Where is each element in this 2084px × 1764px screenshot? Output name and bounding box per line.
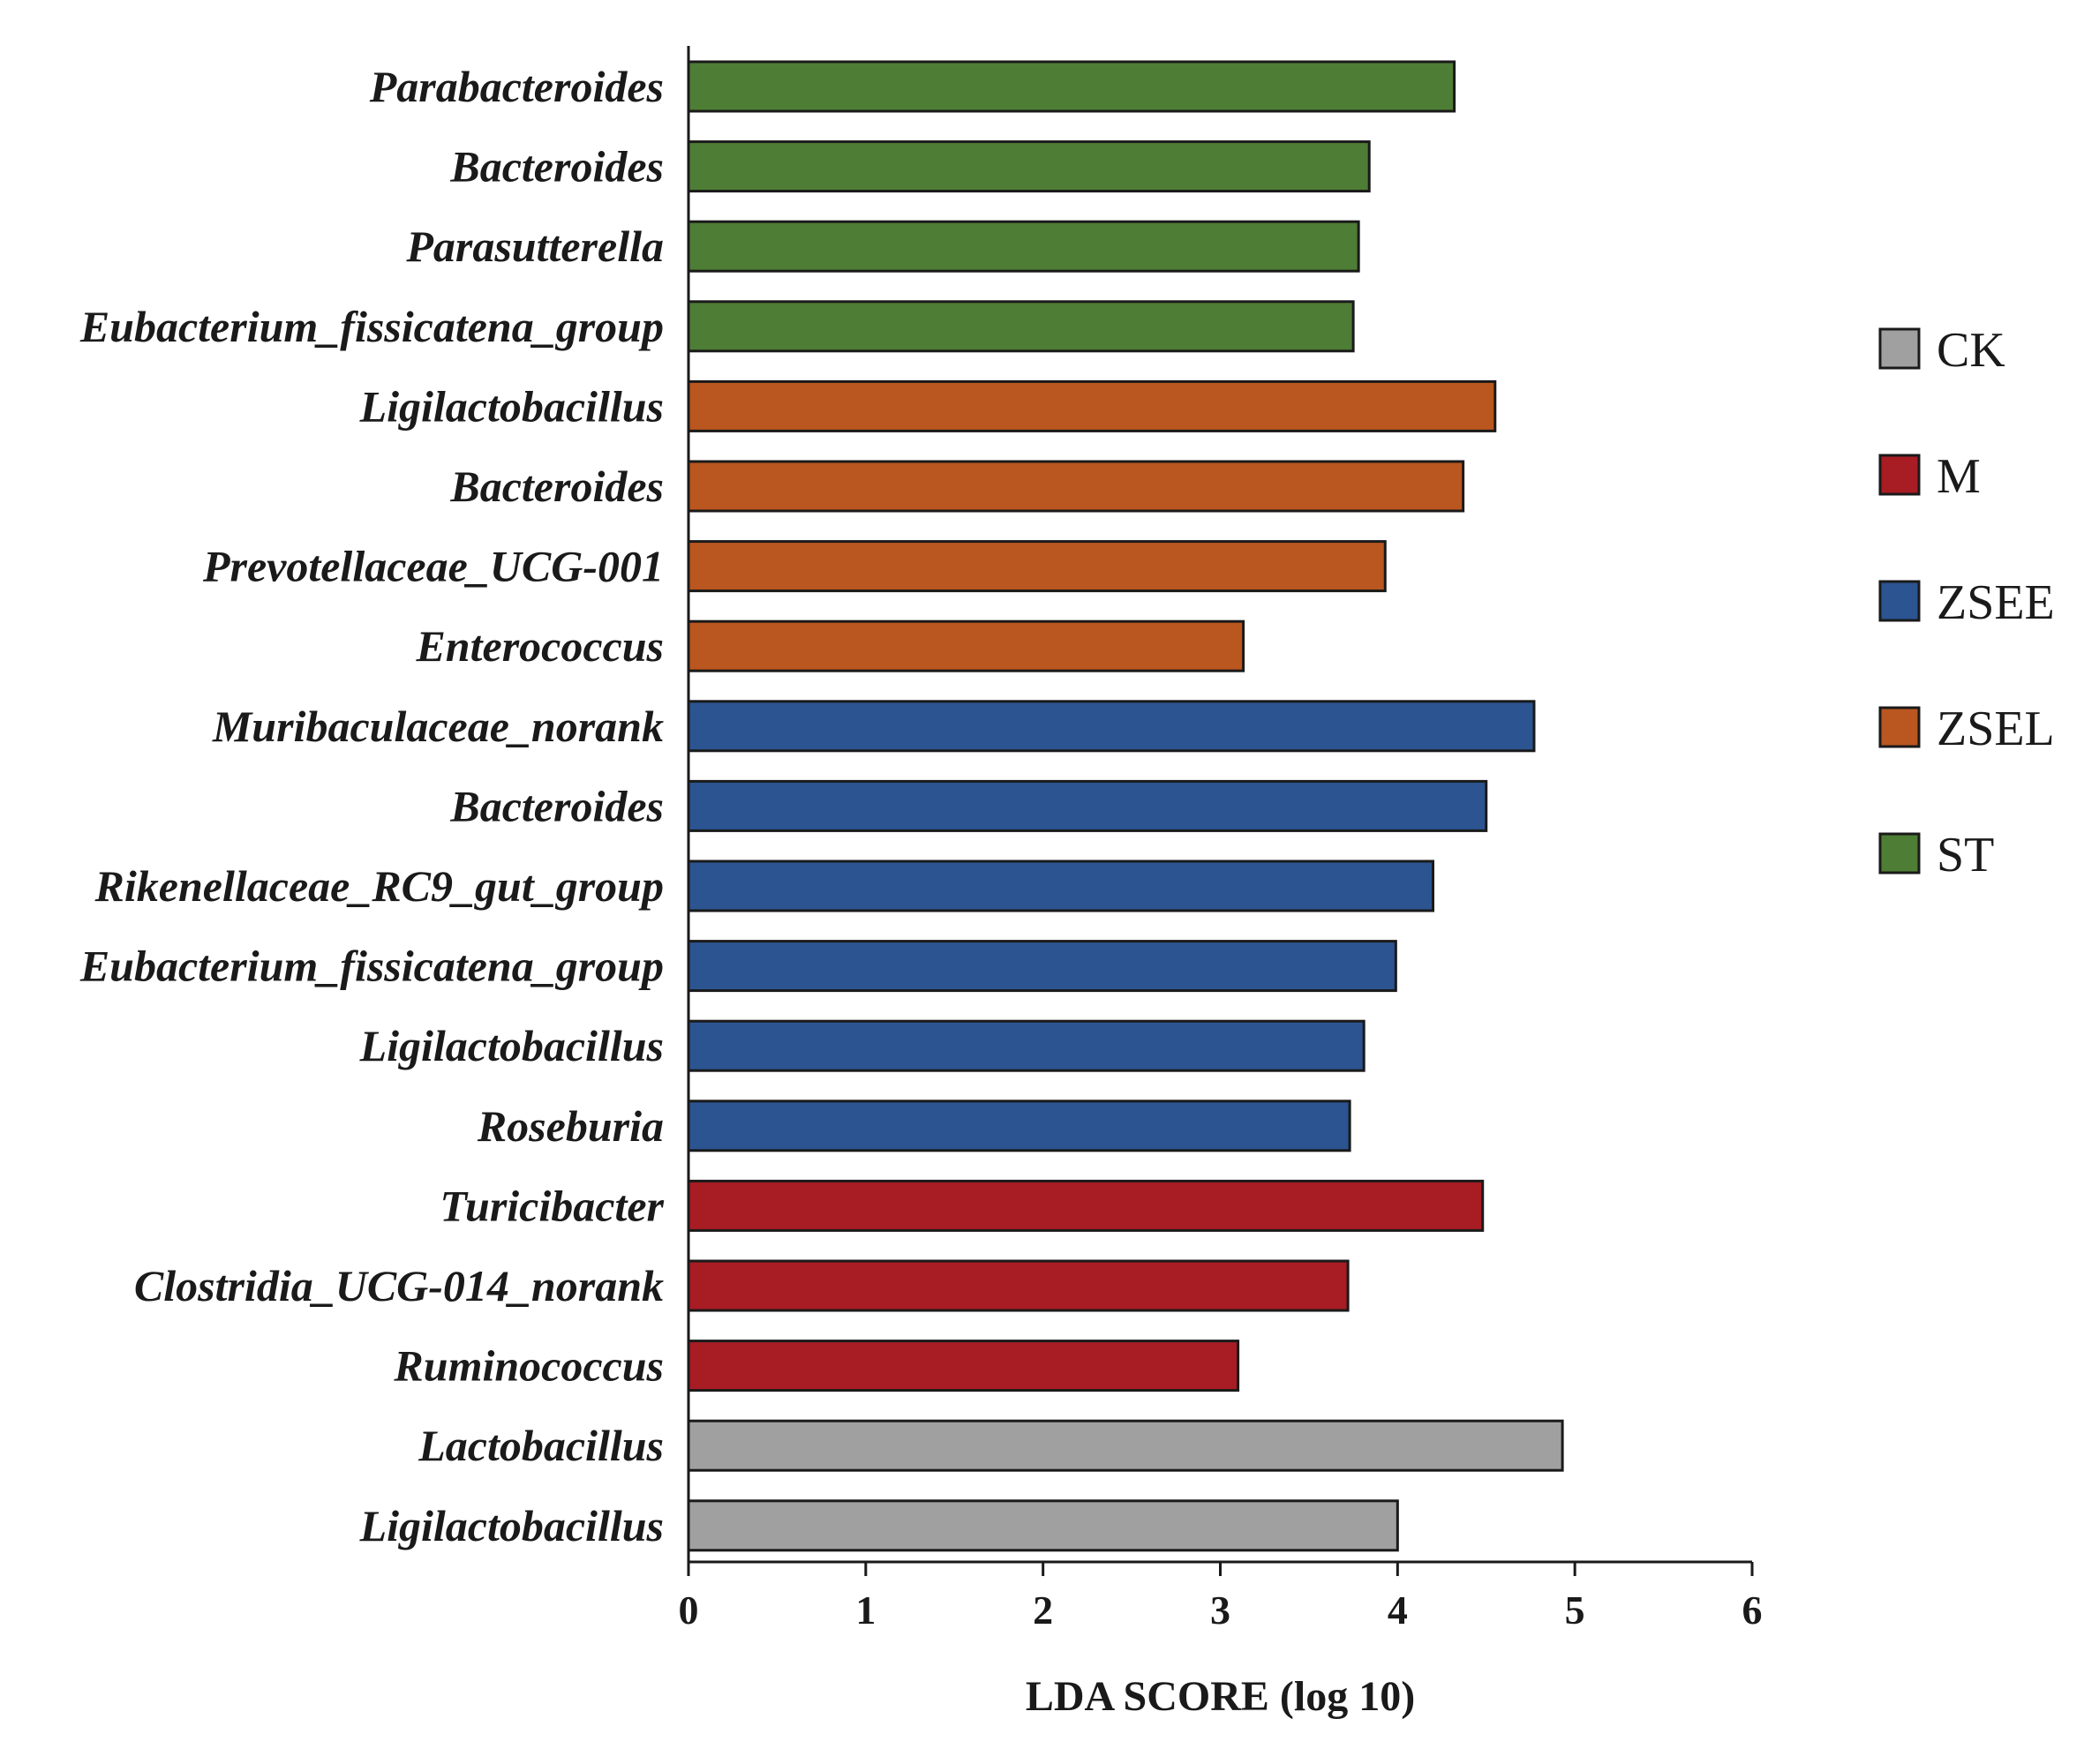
bar-ck-lactobacillus — [687, 1419, 1564, 1472]
bar-zsee-bacteroides — [687, 779, 1488, 832]
category-label: Ligilactobacillus — [359, 1501, 664, 1550]
legend: CK M ZSEE ZSEL ST — [1878, 323, 2055, 882]
x-tick-label: 0 — [679, 1588, 699, 1633]
x-axis: 0 1 2 3 4 5 6 — [679, 46, 1763, 1633]
bar-zsel-ligilactobacillus — [687, 379, 1497, 432]
bar-ck-ligilactobacillus — [687, 1499, 1399, 1552]
category-label: Ruminococcus — [393, 1341, 664, 1391]
bar-zsee-eubacterium-fissicatena-group — [687, 940, 1397, 993]
bar-m-clostridia-ucg-014-norank — [687, 1259, 1350, 1312]
category-label: Eubacterium_fissicatena_group — [79, 302, 664, 351]
bar-zsel-bacteroides — [687, 460, 1465, 513]
category-label: Bacteroides — [449, 781, 664, 830]
bar-zsee-roseburia — [687, 1100, 1351, 1152]
category-label: Ligilactobacillus — [359, 381, 664, 431]
category-label: Parabacteroides — [369, 62, 664, 111]
x-tick-label: 6 — [1742, 1588, 1763, 1633]
bar-st-parasutterella — [687, 220, 1360, 273]
legend-label-zsel: ZSEL — [1937, 702, 2055, 756]
legend-label-st: ST — [1937, 828, 1994, 882]
legend-swatch-m — [1878, 454, 1921, 496]
category-label: Lactobacillus — [418, 1421, 664, 1470]
category-label: Prevotellaceae_UCG-001 — [202, 542, 664, 591]
category-label: Ligilactobacillus — [359, 1021, 664, 1070]
bar-zsee-rikenellaceae-rc9-gut-group — [687, 859, 1434, 912]
bar-m-ruminococcus — [687, 1340, 1240, 1392]
category-label: Eubacterium_fissicatena_group — [79, 942, 664, 991]
legend-label-zsee: ZSEE — [1937, 575, 2055, 630]
category-label: Bacteroides — [449, 142, 664, 191]
category-label: Rikenellaceae_RC9_gut_group — [94, 861, 664, 911]
bar-st-eubacterium-fissicatena-group — [687, 300, 1355, 353]
legend-swatch-zsel — [1878, 706, 1921, 748]
bar-zsee-muribaculaceae-norank — [687, 700, 1536, 753]
category-label: Clostridia_UCG-014_norank — [134, 1261, 664, 1310]
x-tick-label: 1 — [855, 1588, 876, 1633]
x-tick-label: 3 — [1210, 1588, 1230, 1633]
category-label: Bacteroides — [449, 462, 664, 511]
bar-zsel-enterococcus — [687, 619, 1245, 672]
category-label: Muribaculaceae_norank — [212, 702, 664, 751]
bar-zsel-prevotellaceae-ucg-001 — [687, 540, 1387, 593]
bar-st-bacteroides — [687, 140, 1371, 193]
category-labels: Parabacteroides Bacteroides Parasutterella… — [79, 62, 665, 1550]
bar-m-turicibacter — [687, 1179, 1485, 1232]
x-tick-label: 4 — [1388, 1588, 1408, 1633]
category-label: Enterococcus — [415, 621, 664, 671]
bars-layer — [687, 60, 1564, 1552]
x-tick-label: 2 — [1033, 1588, 1053, 1633]
legend-swatch-zsee — [1878, 580, 1921, 622]
category-label: Parasutterella — [405, 221, 664, 271]
legend-swatch-st — [1878, 832, 1921, 874]
x-axis-title: LDA SCORE (log 10) — [1026, 1673, 1415, 1720]
x-tick-label: 5 — [1565, 1588, 1585, 1633]
bar-zsee-ligilactobacillus — [687, 1019, 1366, 1072]
category-label: Turicibacter — [440, 1181, 664, 1230]
legend-swatch-ck — [1878, 327, 1921, 370]
legend-label-ck: CK — [1937, 323, 2005, 378]
bar-st-parabacteroides — [687, 60, 1456, 113]
category-label: Roseburia — [477, 1101, 664, 1151]
legend-label-m: M — [1937, 449, 1981, 504]
